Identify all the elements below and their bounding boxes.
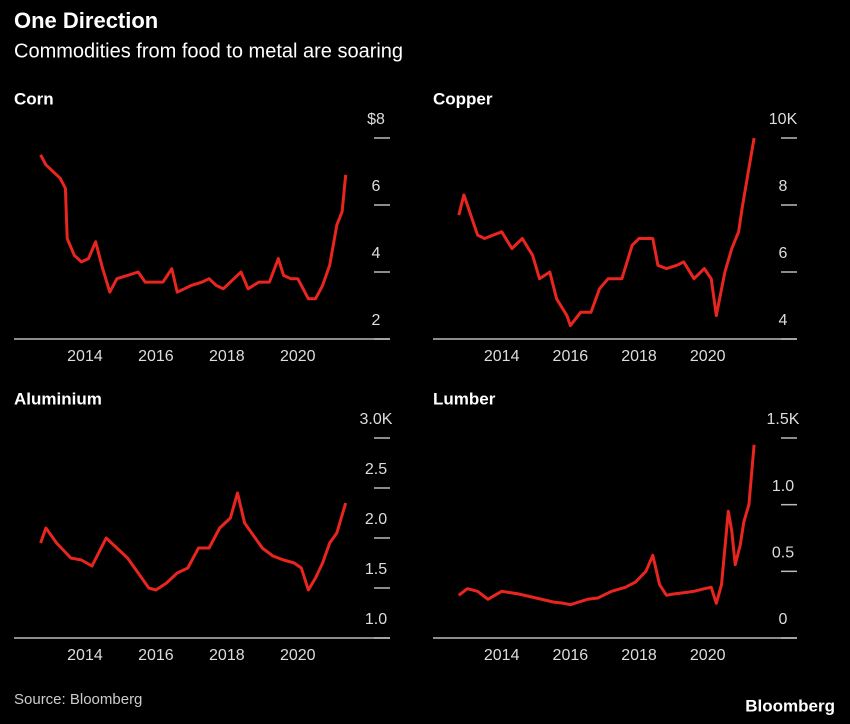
x-tick-label: 2020: [280, 348, 316, 365]
y-tick-label: 4: [779, 312, 788, 329]
source: Source: Bloomberg: [14, 691, 142, 708]
y-tick-label: 0: [779, 611, 788, 628]
x-tick-label: 2014: [484, 348, 520, 365]
line: [457, 137, 756, 328]
x-tick-label: 2018: [621, 348, 657, 365]
x-tick-label: 2018: [209, 348, 245, 365]
y-tick-label: 0.5: [772, 545, 794, 562]
title: One Direction: [14, 8, 158, 33]
y-tick-label: $8: [367, 111, 385, 128]
y-tick-label: 6: [779, 245, 788, 262]
y-tick-label: 1.0: [365, 611, 387, 628]
x-tick-label: 2014: [484, 647, 520, 664]
y-tick-label: 1.5: [365, 561, 387, 578]
panel-title: Copper: [433, 89, 493, 108]
y-tick-label: 3.0K: [360, 411, 393, 428]
x-tick-label: 2016: [138, 647, 174, 664]
y-tick-label: 2.0: [365, 511, 387, 528]
x-tick-label: 2020: [690, 348, 726, 365]
panel-title: Aluminium: [14, 389, 102, 408]
y-tick-label: 1.5K: [767, 411, 800, 428]
x-tick-label: 2020: [280, 647, 316, 664]
y-tick-label: 8: [779, 178, 788, 195]
x-tick-label: 2016: [138, 348, 174, 365]
subtitle: Commodities from food to metal are soari…: [14, 40, 403, 62]
y-tick-label: 4: [372, 245, 381, 262]
x-tick-label: 2014: [67, 348, 103, 365]
y-tick-label: 6: [372, 178, 381, 195]
line: [39, 491, 348, 592]
logo: Bloomberg: [745, 696, 835, 715]
panel-title: Corn: [14, 89, 54, 108]
y-tick-label: 2: [372, 312, 381, 329]
x-tick-label: 2016: [553, 348, 589, 365]
x-tick-label: 2016: [553, 647, 589, 664]
line: [39, 154, 348, 301]
x-tick-label: 2020: [690, 647, 726, 664]
x-tick-label: 2018: [209, 647, 245, 664]
x-tick-label: 2014: [67, 647, 103, 664]
x-tick-label: 2018: [621, 647, 657, 664]
line: [457, 444, 756, 607]
y-tick-label: 2.5: [365, 461, 387, 478]
panel-title: Lumber: [433, 389, 496, 408]
y-tick-label: 10K: [769, 111, 798, 128]
y-tick-label: 1.0: [772, 478, 794, 495]
